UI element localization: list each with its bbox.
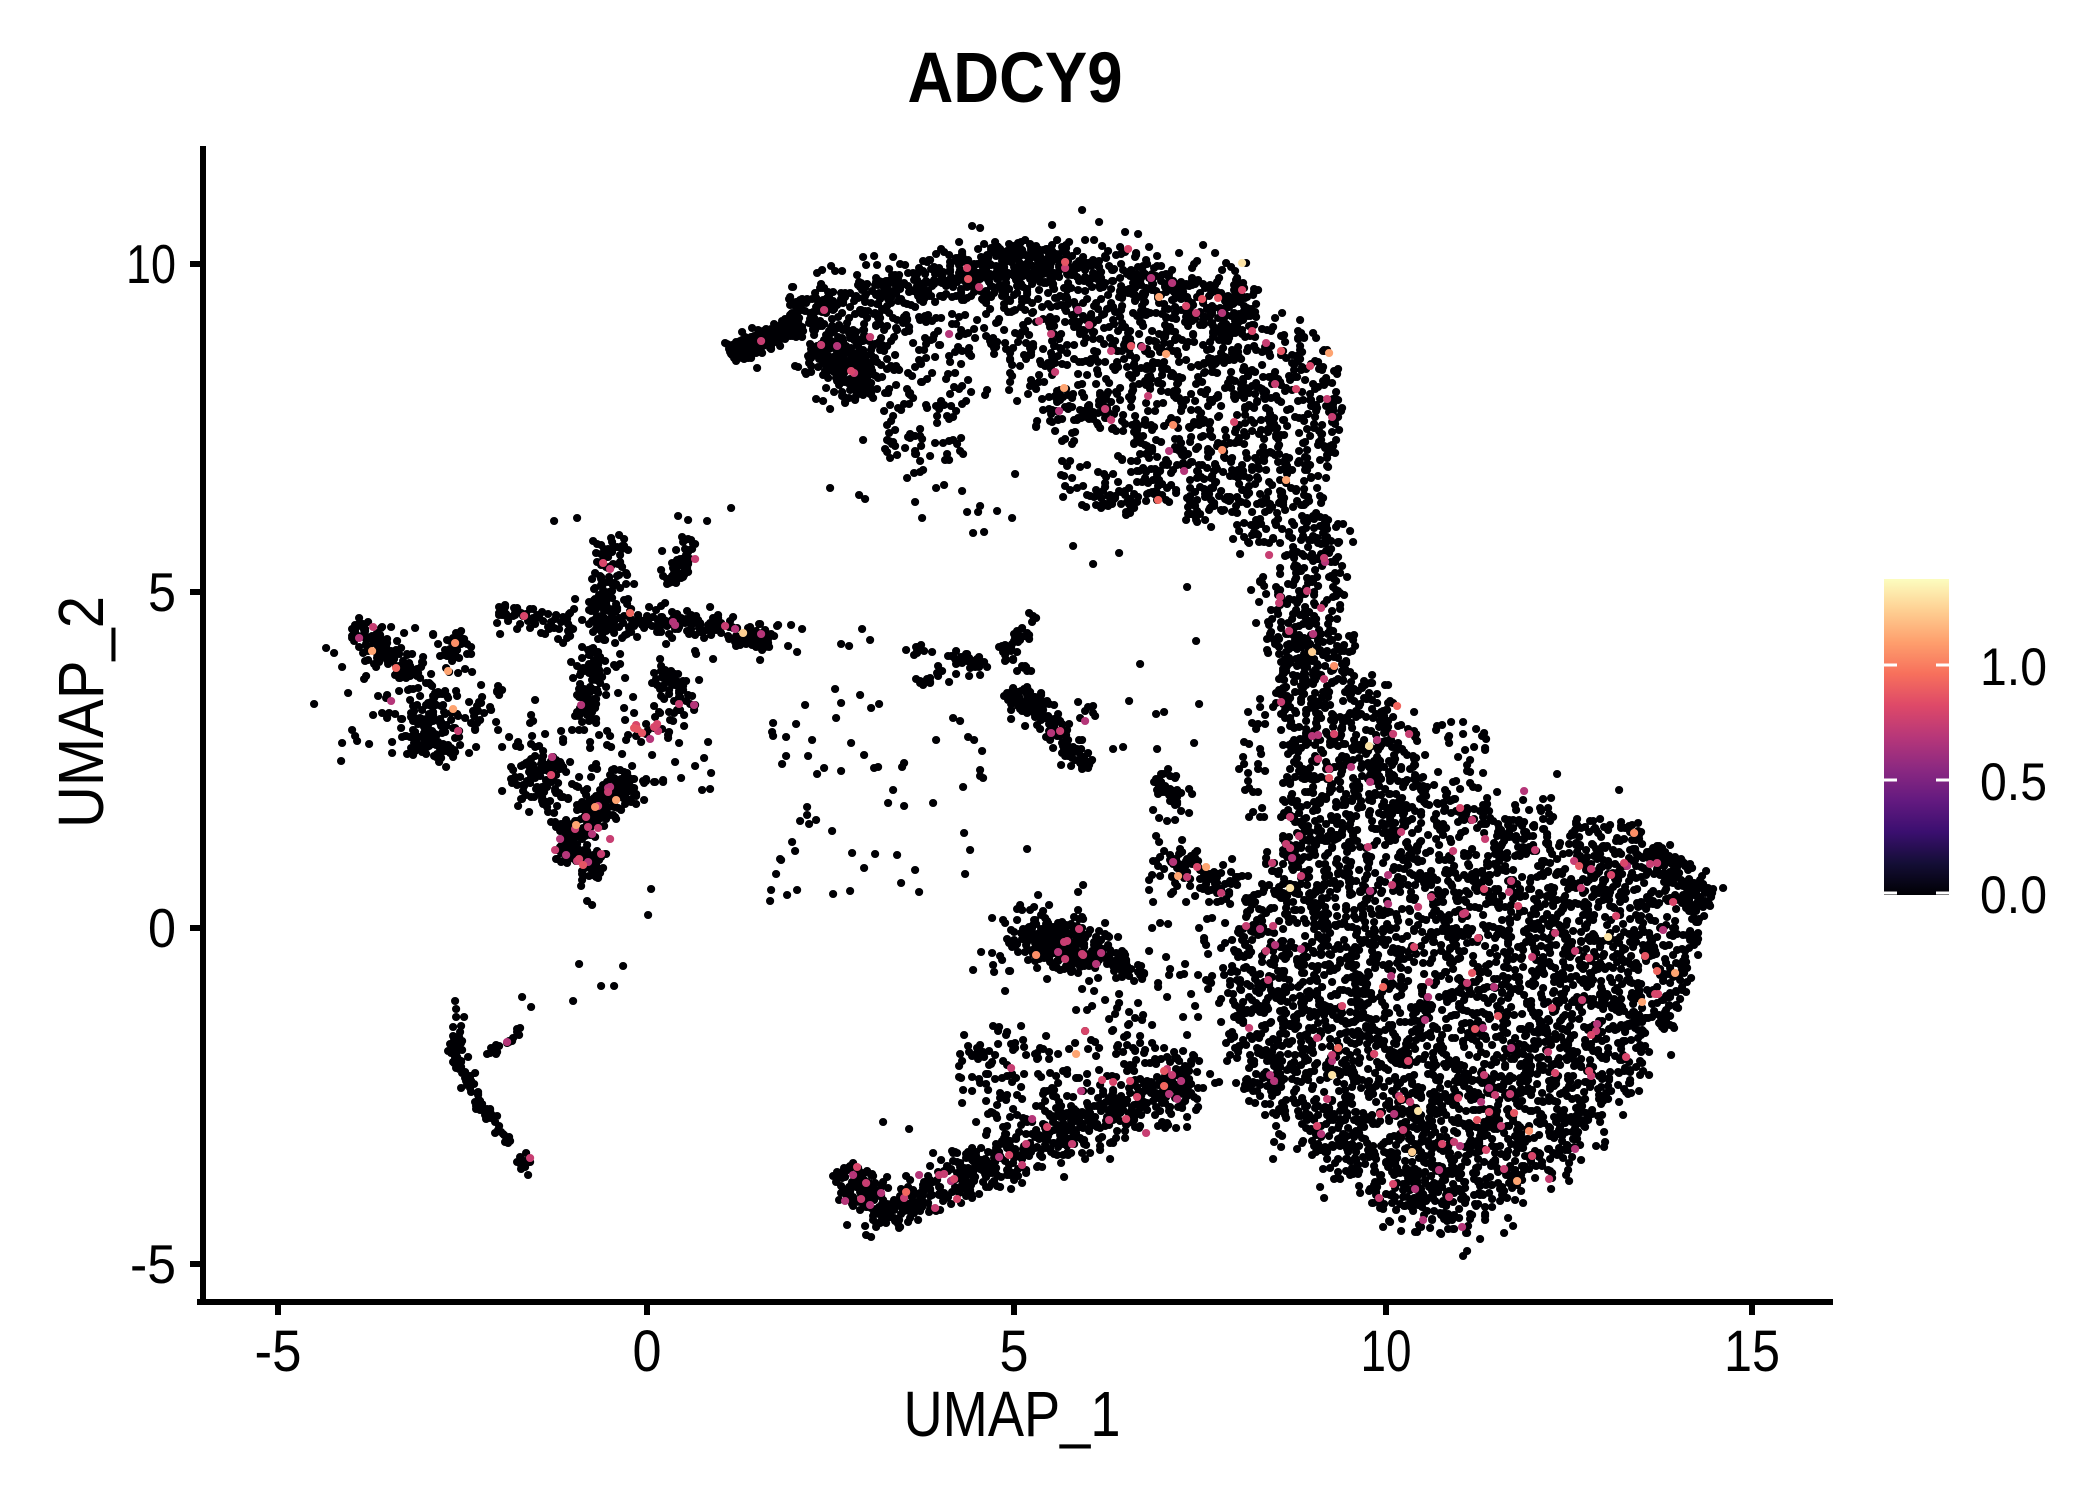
svg-text:10: 10 (1361, 1319, 1412, 1384)
svg-text:0.0: 0.0 (1980, 866, 2047, 925)
svg-text:10: 10 (126, 233, 176, 295)
svg-text:UMAP_1: UMAP_1 (904, 1378, 1121, 1450)
svg-text:-5: -5 (130, 1233, 176, 1295)
svg-text:ADCY9: ADCY9 (908, 39, 1123, 118)
svg-text:5: 5 (148, 561, 176, 623)
svg-text:5: 5 (1000, 1319, 1029, 1384)
svg-text:0: 0 (148, 897, 176, 959)
svg-text:-5: -5 (255, 1319, 302, 1384)
svg-text:UMAP_2: UMAP_2 (45, 596, 117, 828)
svg-text:15: 15 (1724, 1319, 1780, 1384)
svg-text:0.5: 0.5 (1980, 753, 2047, 812)
svg-text:0: 0 (633, 1319, 662, 1384)
svg-text:1.0: 1.0 (1980, 638, 2047, 697)
